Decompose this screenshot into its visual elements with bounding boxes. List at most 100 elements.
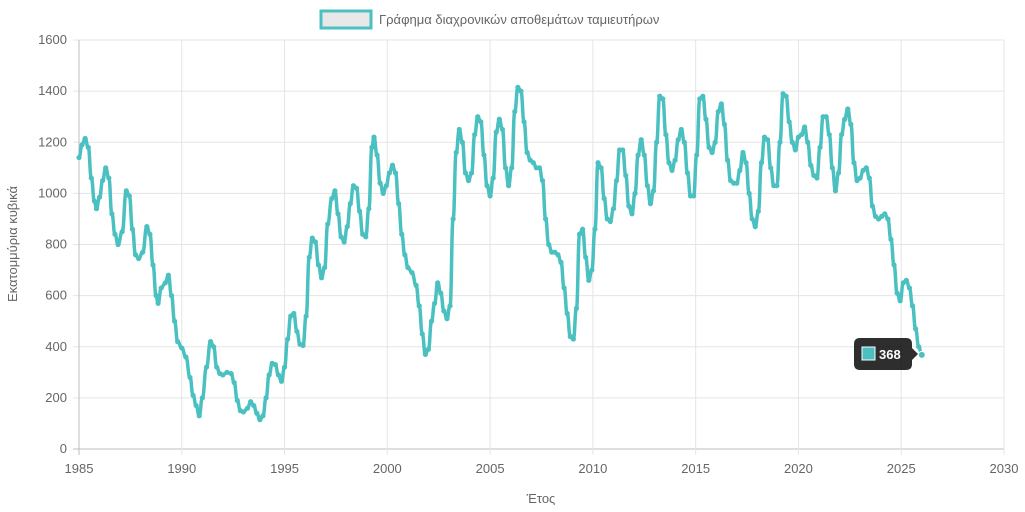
data-point[interactable] bbox=[312, 239, 318, 245]
data-point[interactable] bbox=[607, 218, 613, 225]
data-point[interactable] bbox=[842, 116, 848, 122]
data-point[interactable] bbox=[721, 121, 728, 127]
data-point[interactable] bbox=[369, 144, 375, 150]
data-point[interactable] bbox=[487, 193, 493, 199]
data-point[interactable] bbox=[196, 413, 202, 419]
data-point[interactable] bbox=[106, 175, 112, 181]
data-point[interactable] bbox=[700, 93, 706, 99]
data-point[interactable] bbox=[906, 285, 913, 291]
data-point[interactable] bbox=[115, 241, 121, 248]
data-point[interactable] bbox=[96, 194, 103, 200]
data-point[interactable] bbox=[416, 303, 422, 309]
data-point[interactable] bbox=[734, 180, 740, 186]
data-point[interactable] bbox=[802, 124, 808, 130]
data-point[interactable] bbox=[777, 139, 783, 145]
data-point[interactable] bbox=[371, 134, 377, 140]
data-point[interactable] bbox=[885, 216, 891, 222]
data-point[interactable] bbox=[916, 344, 922, 350]
data-point[interactable] bbox=[546, 241, 552, 248]
data-point[interactable] bbox=[199, 395, 205, 401]
data-point[interactable] bbox=[285, 336, 291, 342]
data-point[interactable] bbox=[413, 282, 419, 288]
data-point[interactable] bbox=[140, 249, 146, 255]
data-point[interactable] bbox=[332, 188, 338, 194]
data-point[interactable] bbox=[891, 262, 897, 268]
data-point[interactable] bbox=[244, 405, 251, 411]
data-point[interactable] bbox=[660, 96, 666, 102]
data-point[interactable] bbox=[650, 188, 657, 194]
data-point[interactable] bbox=[315, 262, 322, 268]
data-point[interactable] bbox=[724, 157, 731, 163]
data-point[interactable] bbox=[126, 193, 132, 199]
data-point[interactable] bbox=[366, 206, 372, 212]
data-point[interactable] bbox=[322, 264, 328, 271]
data-point[interactable] bbox=[678, 126, 684, 133]
data-point[interactable] bbox=[220, 372, 226, 378]
data-point[interactable] bbox=[165, 272, 172, 278]
data-point[interactable] bbox=[203, 364, 210, 370]
data-point[interactable] bbox=[632, 190, 638, 196]
data-point[interactable] bbox=[459, 139, 465, 145]
data-point[interactable] bbox=[817, 144, 823, 150]
data-point[interactable] bbox=[672, 157, 678, 163]
data-point[interactable] bbox=[712, 139, 718, 145]
data-point[interactable] bbox=[389, 162, 396, 168]
data-point[interactable] bbox=[224, 369, 230, 375]
data-point[interactable] bbox=[647, 201, 654, 207]
data-point[interactable] bbox=[869, 203, 876, 209]
data-point[interactable] bbox=[758, 160, 765, 166]
data-point[interactable] bbox=[543, 216, 549, 222]
data-point[interactable] bbox=[353, 185, 360, 191]
data-point[interactable] bbox=[171, 318, 178, 324]
data-point[interactable] bbox=[512, 108, 518, 115]
data-point[interactable] bbox=[303, 313, 309, 319]
data-point[interactable] bbox=[402, 252, 408, 258]
data-point[interactable] bbox=[399, 231, 405, 237]
data-point[interactable] bbox=[79, 142, 85, 148]
data-point[interactable] bbox=[363, 234, 369, 240]
data-point[interactable] bbox=[266, 372, 272, 378]
data-point[interactable] bbox=[281, 364, 288, 370]
data-point[interactable] bbox=[691, 193, 697, 199]
data-point[interactable] bbox=[329, 195, 335, 202]
data-point[interactable] bbox=[278, 378, 285, 384]
data-point[interactable] bbox=[515, 84, 521, 90]
data-point[interactable] bbox=[613, 177, 620, 184]
data-point[interactable] bbox=[472, 131, 478, 138]
data-point[interactable] bbox=[490, 175, 496, 181]
data-point[interactable] bbox=[629, 211, 635, 217]
data-point[interactable] bbox=[909, 303, 916, 309]
data-point[interactable] bbox=[234, 397, 240, 404]
data-point[interactable] bbox=[623, 172, 629, 179]
data-point[interactable] bbox=[675, 137, 681, 143]
data-point[interactable] bbox=[805, 139, 811, 145]
data-point[interactable] bbox=[158, 285, 164, 291]
data-point[interactable] bbox=[377, 180, 383, 186]
data-point[interactable] bbox=[456, 126, 462, 133]
data-point[interactable] bbox=[709, 149, 715, 156]
data-point[interactable] bbox=[484, 183, 490, 189]
data-point[interactable] bbox=[530, 160, 536, 166]
data-point[interactable] bbox=[894, 290, 900, 296]
data-point[interactable] bbox=[493, 129, 499, 135]
data-point[interactable] bbox=[863, 165, 869, 171]
data-point[interactable] bbox=[132, 252, 139, 258]
data-point[interactable] bbox=[866, 175, 872, 181]
data-point[interactable] bbox=[356, 208, 363, 214]
data-point[interactable] bbox=[524, 149, 530, 156]
data-point[interactable] bbox=[183, 354, 189, 360]
data-point[interactable] bbox=[583, 254, 589, 260]
data-point[interactable] bbox=[580, 226, 586, 232]
data-point[interactable] bbox=[335, 211, 341, 217]
data-point[interactable] bbox=[882, 211, 888, 217]
data-point[interactable] bbox=[150, 262, 156, 268]
data-point[interactable] bbox=[465, 177, 472, 184]
data-point[interactable] bbox=[338, 234, 344, 240]
data-point[interactable] bbox=[558, 259, 564, 265]
data-point[interactable] bbox=[768, 165, 774, 171]
legend[interactable]: Γράφημα διαχρονικών αποθεμάτων ταμιευτήρ… bbox=[319, 9, 659, 30]
data-point[interactable] bbox=[601, 195, 607, 202]
data-point[interactable] bbox=[475, 114, 481, 120]
data-point[interactable] bbox=[179, 345, 185, 351]
data-point[interactable] bbox=[506, 183, 512, 189]
